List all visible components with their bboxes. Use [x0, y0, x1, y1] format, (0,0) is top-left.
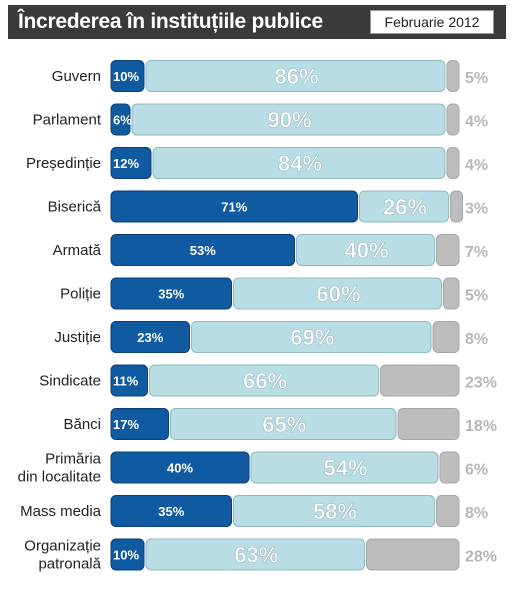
bar-segment-trust: [110, 538, 145, 571]
category-label: Mass media: [20, 503, 102, 520]
category-label: Parlament: [33, 112, 102, 129]
category-label: Bănci: [63, 416, 101, 433]
bar-segment-trust: [110, 277, 232, 310]
bar-segment-distrust: [233, 495, 435, 527]
bar-segment-distrust: [233, 277, 442, 310]
bar-segment-distrust: [250, 451, 439, 484]
bar-segment-no-answer: [380, 364, 460, 397]
category-label: Guvern: [52, 68, 101, 85]
bar-segment-distrust: [145, 60, 446, 92]
category-label: Poliție: [60, 286, 101, 303]
bar-segment-no-answer: [446, 147, 460, 179]
value-label-trust: 12%: [113, 156, 139, 171]
chart-title: Încrederea în instituțiile publice: [18, 10, 323, 33]
value-label-trust: 71%: [221, 200, 247, 215]
bar-segment-no-answer: [450, 190, 463, 223]
value-label-no-answer: 4%: [465, 114, 488, 131]
value-label-no-answer: 5%: [465, 288, 488, 305]
bar-segment-distrust: [296, 234, 435, 266]
date-badge: Februarie 2012: [370, 10, 494, 34]
value-label-distrust: 26%: [383, 195, 427, 220]
value-label-distrust: 84%: [278, 151, 322, 176]
bar-segment-trust: [110, 103, 131, 136]
bar-segment-trust: [110, 234, 295, 266]
value-label-no-answer: 28%: [465, 549, 497, 566]
value-label-trust: 17%: [113, 417, 139, 432]
bar-segment-distrust: [152, 147, 446, 179]
category-label: Organizație patronală: [24, 538, 101, 573]
value-label-no-answer: 8%: [465, 505, 488, 522]
category-label: Primăria din localitate: [18, 451, 102, 486]
value-label-trust: 53%: [190, 243, 216, 258]
bar-segment-trust: [110, 364, 148, 397]
value-label-no-answer: 8%: [465, 331, 488, 348]
value-label-no-answer: 4%: [465, 157, 488, 174]
bar-segment-no-answer: [446, 103, 460, 136]
category-label: Biserică: [48, 199, 102, 216]
bar-segment-distrust: [191, 321, 432, 353]
bar-segment-trust: [110, 190, 358, 223]
bar-segment-no-answer: [432, 321, 460, 353]
value-label-distrust: 86%: [274, 64, 318, 89]
bar-segment-no-answer: [446, 60, 460, 92]
value-label-distrust: 63%: [234, 543, 278, 568]
bar-segment-distrust: [359, 190, 449, 223]
bar-segment-trust: [110, 60, 145, 92]
bar-segment-distrust: [131, 103, 446, 136]
bar-segment-trust: [110, 408, 169, 440]
value-label-distrust: 40%: [344, 238, 388, 263]
value-label-distrust: 54%: [323, 456, 367, 481]
value-label-trust: 11%: [113, 374, 139, 389]
value-label-no-answer: 3%: [465, 201, 488, 218]
value-label-trust: 40%: [167, 461, 193, 476]
bar-segment-distrust: [149, 364, 379, 397]
bar-segment-trust: [110, 147, 152, 179]
bar-segment-distrust: [170, 408, 397, 440]
bar-segment-trust: [110, 451, 250, 484]
bar-segment-trust: [110, 321, 190, 353]
bar-segment-distrust: [145, 538, 365, 571]
value-label-distrust: 90%: [267, 108, 311, 133]
value-label-trust: 6%: [113, 113, 132, 128]
value-label-no-answer: 23%: [465, 375, 497, 392]
value-label-trust: 35%: [158, 287, 184, 302]
bar-segment-trust: [110, 495, 232, 527]
value-label-distrust: 58%: [313, 499, 357, 524]
value-label-distrust: 69%: [290, 325, 334, 350]
bar-segment-no-answer: [366, 538, 460, 571]
value-label-trust: 10%: [113, 69, 139, 84]
category-label: Justiție: [54, 329, 101, 346]
value-label-trust: 35%: [158, 504, 184, 519]
chart-header: Încrederea în instituțiile publice Febru…: [8, 5, 506, 39]
bar-segment-no-answer: [436, 234, 460, 266]
value-label-trust: 23%: [137, 330, 163, 345]
value-label-trust: 10%: [113, 548, 139, 563]
value-label-no-answer: 18%: [465, 418, 497, 435]
category-label: Armată: [53, 242, 102, 259]
bar-segment-no-answer: [443, 277, 460, 310]
bar-segment-no-answer: [397, 408, 460, 440]
value-label-distrust: 65%: [262, 412, 306, 437]
value-label-no-answer: 7%: [465, 244, 488, 261]
value-label-distrust: 60%: [316, 282, 360, 307]
bar-segment-no-answer: [439, 451, 460, 484]
bar-segment-no-answer: [436, 495, 460, 527]
value-label-no-answer: 6%: [465, 462, 488, 479]
value-label-distrust: 66%: [243, 369, 287, 394]
value-label-no-answer: 5%: [465, 70, 488, 87]
category-label: Președinție: [26, 155, 101, 172]
category-label: Sindicate: [39, 373, 101, 390]
